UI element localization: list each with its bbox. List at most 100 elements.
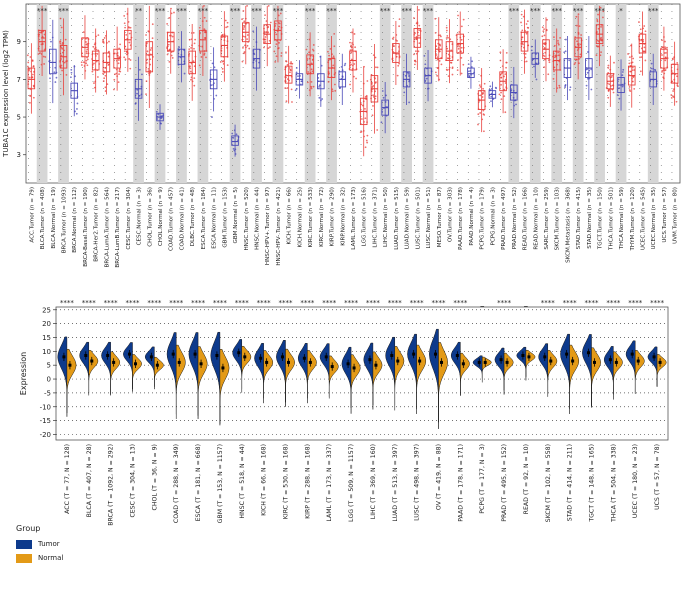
significance-band [197, 4, 209, 183]
sample-point [102, 80, 105, 82]
sample-point [553, 66, 556, 69]
legend-swatch-normal [16, 553, 32, 563]
sample-point [543, 66, 546, 69]
sample-point [618, 97, 621, 100]
normal-median-mark [90, 359, 94, 363]
significance-label: **** [104, 299, 119, 307]
sample-point [467, 63, 470, 66]
sample-point [145, 93, 147, 95]
sample-point [332, 64, 335, 67]
sample-point [650, 62, 653, 65]
significance-label: *** [530, 7, 541, 15]
sample-point [371, 114, 374, 117]
sample-point [564, 50, 567, 53]
tick-label: BRCA.Tumor (n = 1093) [62, 187, 68, 253]
y-axis-label: Expression [19, 352, 28, 395]
sample-point [29, 95, 32, 97]
sample-point [263, 46, 265, 49]
significance-label: *** [155, 7, 166, 15]
sample-point [521, 29, 524, 32]
significance-label: **** [213, 299, 228, 307]
sample-point [552, 77, 555, 80]
sample-point [274, 22, 277, 25]
tick-label: KIRP.Tumor (n = 290) [330, 187, 336, 246]
sample-point [664, 40, 666, 43]
tick-label: STAD (T = 414, N = 211) [567, 444, 574, 521]
tick-label: OV (T = 419, N = 88) [436, 444, 443, 510]
sample-point [246, 44, 249, 47]
tumor-median-mark [652, 355, 656, 359]
sample-point [446, 47, 449, 50]
sample-point [568, 59, 571, 62]
sample-point [189, 67, 192, 70]
sample-point [113, 78, 116, 81]
sample-point [600, 51, 602, 54]
sample-point [146, 62, 148, 64]
tumor-median-mark [302, 356, 306, 360]
sample-point [398, 25, 401, 28]
tick-label: BRCA-LumA.Tumor (n = 564) [104, 187, 110, 267]
sample-point [407, 75, 410, 77]
tick-label: KICH.Normal (n = 25) [297, 187, 303, 247]
tick-label: PCPG (T = 177, N = 3) [479, 444, 486, 514]
sample-point [232, 147, 235, 150]
sample-point [310, 85, 313, 88]
sample-point [278, 22, 281, 25]
sample-point [318, 86, 320, 88]
sample-point [366, 134, 369, 137]
significance-label: **** [366, 299, 381, 307]
sample-point [644, 30, 647, 33]
significance-band [36, 4, 48, 183]
sample-point [104, 74, 107, 77]
sample-point [418, 24, 421, 27]
sample-point [417, 50, 420, 53]
sample-point [351, 42, 353, 44]
sample-point [331, 90, 334, 93]
sample-point [440, 63, 443, 66]
sample-point [102, 42, 105, 44]
sample-point [575, 58, 578, 61]
tick-label: CHOL.Normal (n = 9) [158, 187, 164, 246]
y-tick-label: 5 [17, 114, 21, 122]
tick-label: GBM.Normal (n = 5) [233, 187, 239, 244]
sample-point [248, 47, 251, 50]
sample-point [267, 47, 270, 50]
tick-label: CESC.Tumor (n = 304) [126, 187, 132, 250]
sample-point [44, 56, 47, 58]
violin-plot-area [55, 306, 669, 441]
sample-point [85, 50, 88, 53]
sample-point [482, 92, 484, 95]
sample-point [28, 69, 30, 72]
sample-point [221, 67, 224, 70]
sample-point [670, 94, 673, 96]
sample-point [365, 96, 368, 98]
sample-point [553, 44, 556, 47]
significance-label: **** [257, 299, 272, 307]
sample-point [629, 90, 632, 93]
sample-point [203, 16, 206, 19]
sample-point [280, 52, 283, 54]
sample-point [91, 70, 94, 73]
sample-point [372, 94, 374, 97]
sample-point [438, 60, 441, 62]
sample-point [451, 73, 454, 76]
sample-point [213, 66, 216, 69]
sample-point [327, 50, 329, 53]
sample-point [398, 62, 401, 65]
sample-point [168, 60, 171, 63]
sample-point [149, 58, 152, 61]
sample-point [190, 78, 192, 81]
tumor-median-mark [171, 352, 175, 356]
significance-label: **** [60, 299, 75, 307]
normal-median-mark [68, 363, 72, 367]
sample-point [457, 14, 459, 17]
sample-point [43, 37, 45, 39]
sample-point [490, 100, 492, 103]
sample-point [639, 28, 642, 31]
sample-point [586, 68, 588, 71]
sample-point [321, 98, 324, 100]
sample-point [150, 47, 153, 49]
sample-point [575, 24, 578, 27]
tick-label: PCPG.Tumor (n = 179) [480, 187, 486, 250]
sample-point [128, 32, 131, 35]
